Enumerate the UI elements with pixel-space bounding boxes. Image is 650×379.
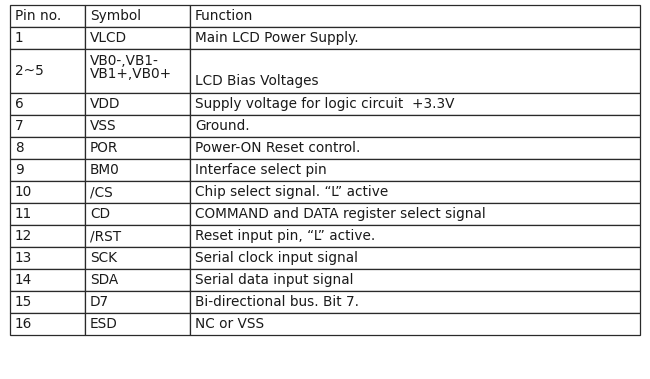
Text: Pin no.: Pin no. [15, 9, 61, 23]
Text: POR: POR [90, 141, 118, 155]
Text: Chip select signal. “L” active: Chip select signal. “L” active [195, 185, 388, 199]
Bar [10, 181, 85, 203]
Text: 13: 13 [15, 251, 32, 265]
Bar [190, 5, 640, 27]
Text: SCK: SCK [90, 251, 117, 265]
Bar [85, 27, 190, 49]
Bar [190, 269, 640, 291]
Text: NC or VSS: NC or VSS [195, 317, 264, 331]
Bar [10, 5, 85, 27]
Text: Function: Function [195, 9, 254, 23]
Text: 9: 9 [15, 163, 24, 177]
Bar [10, 115, 85, 137]
Bar [10, 203, 85, 225]
Bar [10, 27, 85, 49]
Text: VLCD: VLCD [90, 31, 127, 45]
Bar [190, 115, 640, 137]
Bar [85, 269, 190, 291]
Bar [85, 5, 190, 27]
Text: 7: 7 [15, 119, 23, 133]
Text: VB1+,VB0+: VB1+,VB0+ [90, 67, 172, 81]
Text: SDA: SDA [90, 273, 118, 287]
Bar [85, 93, 190, 115]
Bar [190, 225, 640, 247]
Bar [85, 247, 190, 269]
Bar [10, 269, 85, 291]
Bar [190, 181, 640, 203]
Text: LCD Bias Voltages: LCD Bias Voltages [195, 74, 318, 88]
Text: CD: CD [90, 207, 110, 221]
Bar [190, 49, 640, 93]
Text: Serial clock input signal: Serial clock input signal [195, 251, 358, 265]
Bar [190, 203, 640, 225]
Text: Main LCD Power Supply.: Main LCD Power Supply. [195, 31, 359, 45]
Bar [85, 49, 190, 93]
Text: Bi-directional bus. Bit 7.: Bi-directional bus. Bit 7. [195, 295, 359, 309]
Text: Interface select pin: Interface select pin [195, 163, 327, 177]
Bar [190, 93, 640, 115]
Text: /CS: /CS [90, 185, 112, 199]
Text: D7: D7 [90, 295, 109, 309]
Text: 2~5: 2~5 [15, 64, 44, 78]
Text: 10: 10 [15, 185, 32, 199]
Text: 8: 8 [15, 141, 23, 155]
Bar [10, 225, 85, 247]
Text: 6: 6 [15, 97, 23, 111]
Bar [190, 313, 640, 335]
Bar [85, 137, 190, 159]
Bar [85, 313, 190, 335]
Text: Serial data input signal: Serial data input signal [195, 273, 354, 287]
Bar [190, 137, 640, 159]
Bar [190, 247, 640, 269]
Bar [85, 225, 190, 247]
Text: ESD: ESD [90, 317, 118, 331]
Text: Ground.: Ground. [195, 119, 250, 133]
Bar [10, 49, 85, 93]
Bar [190, 159, 640, 181]
Bar [10, 313, 85, 335]
Text: 12: 12 [15, 229, 32, 243]
Text: BM0: BM0 [90, 163, 120, 177]
Text: /RST: /RST [90, 229, 121, 243]
Bar [85, 291, 190, 313]
Text: 11: 11 [15, 207, 32, 221]
Text: Reset input pin, “L” active.: Reset input pin, “L” active. [195, 229, 375, 243]
Text: Supply voltage for logic circuit  +3.3V: Supply voltage for logic circuit +3.3V [195, 97, 454, 111]
Text: COMMAND and DATA register select signal: COMMAND and DATA register select signal [195, 207, 486, 221]
Text: Power-ON Reset control.: Power-ON Reset control. [195, 141, 360, 155]
Text: VDD: VDD [90, 97, 120, 111]
Bar [10, 247, 85, 269]
Bar [10, 159, 85, 181]
Bar [85, 115, 190, 137]
Bar [85, 159, 190, 181]
Text: VSS: VSS [90, 119, 116, 133]
Text: 1: 1 [15, 31, 23, 45]
Bar [10, 291, 85, 313]
Bar [10, 93, 85, 115]
Bar [10, 137, 85, 159]
Bar [190, 291, 640, 313]
Text: 16: 16 [15, 317, 32, 331]
Bar [190, 27, 640, 49]
Bar [85, 181, 190, 203]
Text: 15: 15 [15, 295, 32, 309]
Text: Symbol: Symbol [90, 9, 141, 23]
Bar [85, 203, 190, 225]
Text: VB0-,VB1-: VB0-,VB1- [90, 54, 159, 68]
Text: 14: 14 [15, 273, 32, 287]
